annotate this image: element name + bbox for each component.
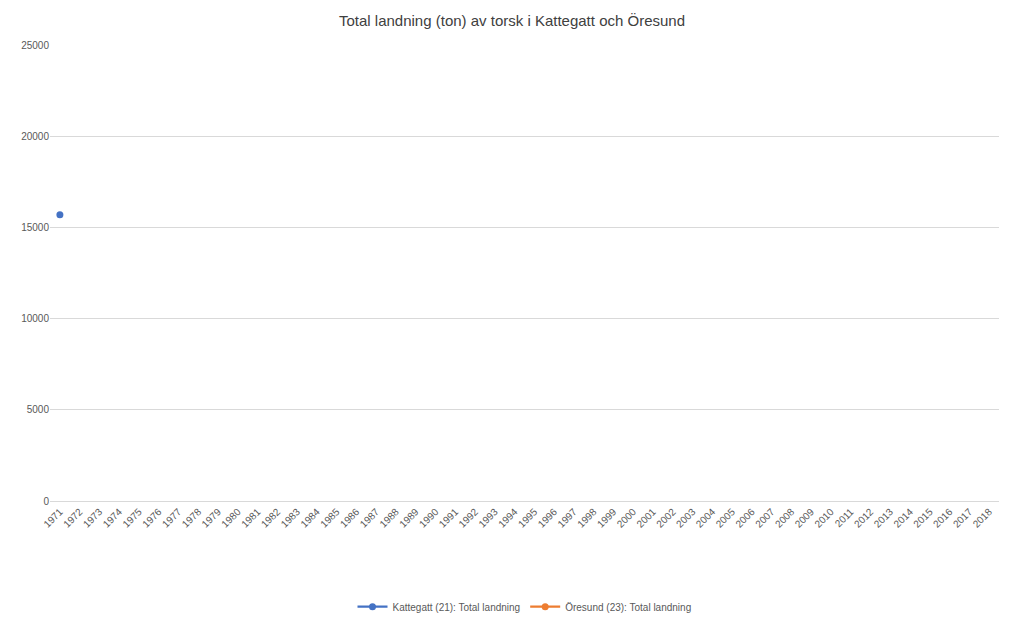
svg-text:1994: 1994 bbox=[496, 506, 520, 530]
svg-text:1978: 1978 bbox=[180, 506, 204, 530]
svg-text:1995: 1995 bbox=[516, 506, 540, 530]
svg-text:2018: 2018 bbox=[971, 506, 995, 530]
svg-text:1987: 1987 bbox=[358, 506, 382, 530]
svg-text:20000: 20000 bbox=[21, 131, 49, 142]
svg-text:1985: 1985 bbox=[318, 506, 342, 530]
svg-text:Kattegatt (21): Total landning: Kattegatt (21): Total landning bbox=[393, 602, 521, 613]
svg-text:1981: 1981 bbox=[239, 506, 263, 530]
svg-text:1986: 1986 bbox=[338, 506, 362, 530]
svg-text:2010: 2010 bbox=[812, 506, 836, 530]
svg-text:1997: 1997 bbox=[555, 506, 579, 530]
svg-text:2003: 2003 bbox=[674, 506, 698, 530]
svg-text:2011: 2011 bbox=[833, 506, 856, 529]
svg-text:1977: 1977 bbox=[160, 506, 184, 530]
svg-text:2009: 2009 bbox=[793, 506, 817, 530]
svg-text:1983: 1983 bbox=[279, 506, 303, 530]
svg-text:Öresund (23): Total landning: Öresund (23): Total landning bbox=[565, 602, 691, 613]
svg-text:1996: 1996 bbox=[536, 506, 560, 530]
svg-text:1972: 1972 bbox=[61, 506, 85, 530]
svg-text:2008: 2008 bbox=[773, 506, 797, 530]
svg-text:1991: 1991 bbox=[437, 506, 461, 530]
svg-text:1973: 1973 bbox=[81, 506, 105, 530]
svg-text:1993: 1993 bbox=[476, 506, 500, 530]
svg-text:5000: 5000 bbox=[27, 404, 50, 415]
svg-text:1976: 1976 bbox=[140, 506, 164, 530]
svg-text:1984: 1984 bbox=[298, 506, 322, 530]
svg-text:2000: 2000 bbox=[615, 506, 639, 530]
svg-text:1974: 1974 bbox=[101, 506, 125, 530]
svg-text:2005: 2005 bbox=[714, 506, 738, 530]
svg-text:1999: 1999 bbox=[595, 506, 619, 530]
svg-text:0: 0 bbox=[43, 496, 49, 507]
svg-text:1975: 1975 bbox=[120, 506, 144, 530]
svg-text:1988: 1988 bbox=[377, 506, 401, 530]
svg-text:1989: 1989 bbox=[397, 506, 421, 530]
svg-text:1971: 1971 bbox=[41, 506, 65, 530]
svg-text:1980: 1980 bbox=[219, 506, 243, 530]
svg-text:25000: 25000 bbox=[21, 40, 49, 51]
svg-text:2015: 2015 bbox=[911, 506, 935, 530]
svg-text:2012: 2012 bbox=[852, 506, 876, 530]
svg-text:2014: 2014 bbox=[891, 506, 915, 530]
svg-text:2007: 2007 bbox=[753, 506, 777, 530]
svg-text:1979: 1979 bbox=[199, 506, 223, 530]
svg-text:1998: 1998 bbox=[575, 506, 599, 530]
svg-text:2017: 2017 bbox=[951, 506, 975, 530]
svg-text:10000: 10000 bbox=[21, 313, 49, 324]
svg-text:2013: 2013 bbox=[872, 506, 896, 530]
svg-text:1982: 1982 bbox=[259, 506, 283, 530]
svg-text:1992: 1992 bbox=[457, 506, 481, 530]
svg-text:1990: 1990 bbox=[417, 506, 441, 530]
svg-text:15000: 15000 bbox=[21, 222, 49, 233]
svg-text:2006: 2006 bbox=[733, 506, 757, 530]
svg-text:Total landning (ton) av torsk: Total landning (ton) av torsk i Kattegat… bbox=[339, 12, 685, 29]
svg-text:2001: 2001 bbox=[634, 506, 658, 530]
svg-text:2004: 2004 bbox=[694, 506, 718, 530]
svg-text:2016: 2016 bbox=[931, 506, 955, 530]
svg-text:2002: 2002 bbox=[654, 506, 678, 530]
